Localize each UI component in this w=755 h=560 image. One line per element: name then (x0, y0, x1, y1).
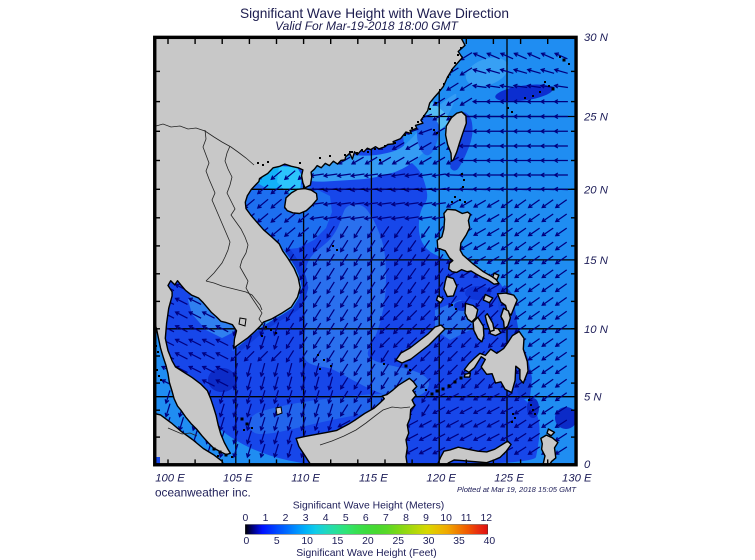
svg-text:Valid For Mar-19-2018 18:00 GM: Valid For Mar-19-2018 18:00 GMT (275, 19, 459, 33)
svg-text:115 E: 115 E (359, 473, 388, 485)
svg-text:9: 9 (423, 513, 429, 524)
svg-text:35: 35 (453, 536, 465, 547)
svg-text:30 N: 30 N (584, 32, 609, 44)
svg-text:8: 8 (403, 513, 409, 524)
svg-text:0: 0 (584, 459, 591, 471)
svg-text:130 E: 130 E (562, 473, 592, 485)
svg-text:Plotted at Mar 19, 2018 15:05: Plotted at Mar 19, 2018 15:05 GMT (457, 485, 577, 494)
svg-text:Significant Wave Height with W: Significant Wave Height with Wave Direct… (240, 6, 509, 21)
svg-text:2: 2 (283, 513, 289, 524)
svg-text:15: 15 (332, 536, 344, 547)
svg-text:120 E: 120 E (426, 473, 456, 485)
svg-text:7: 7 (383, 513, 389, 524)
svg-text:0: 0 (243, 513, 249, 524)
svg-text:5: 5 (274, 536, 280, 547)
svg-text:125 E: 125 E (494, 473, 524, 485)
svg-text:30: 30 (423, 536, 435, 547)
svg-text:15 N: 15 N (584, 255, 609, 267)
svg-text:110 E: 110 E (291, 473, 320, 485)
svg-text:12: 12 (480, 513, 492, 524)
svg-text:11: 11 (461, 513, 472, 524)
svg-text:Significant Wave Height (Meter: Significant Wave Height (Meters) (293, 501, 445, 512)
svg-text:3: 3 (303, 513, 309, 524)
svg-text:0: 0 (244, 536, 250, 547)
svg-text:4: 4 (323, 513, 329, 524)
svg-text:25 N: 25 N (583, 112, 609, 124)
svg-text:5: 5 (343, 513, 349, 524)
svg-text:1: 1 (263, 513, 269, 524)
svg-text:40: 40 (484, 536, 496, 547)
svg-text:6: 6 (363, 513, 369, 524)
svg-text:20 N: 20 N (583, 184, 609, 196)
svg-text:10 N: 10 N (584, 324, 609, 336)
svg-text:25: 25 (393, 536, 405, 547)
svg-text:10: 10 (301, 536, 313, 547)
svg-text:105 E: 105 E (223, 473, 253, 485)
svg-text:100 E: 100 E (155, 473, 185, 485)
svg-text:20: 20 (362, 536, 374, 547)
svg-text:5 N: 5 N (584, 392, 602, 404)
svg-text:Significant Wave Height (Feet): Significant Wave Height (Feet) (296, 548, 437, 559)
svg-text:oceanweather inc.: oceanweather inc. (155, 486, 251, 500)
svg-text:10: 10 (440, 513, 452, 524)
